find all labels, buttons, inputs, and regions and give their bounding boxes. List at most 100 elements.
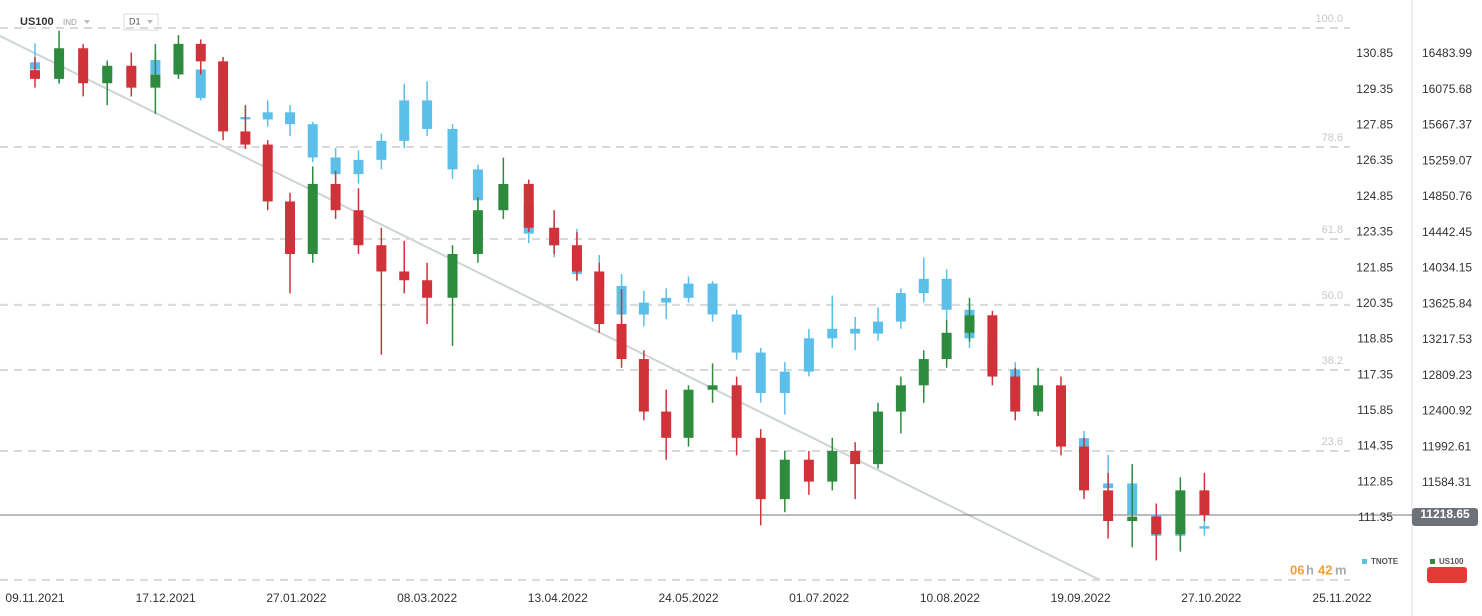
x-tick-label: 10.08.2022 — [920, 591, 980, 605]
interval[interactable]: D1 — [129, 16, 141, 26]
candle-body — [195, 69, 206, 99]
y-tick-label: 16075.68 — [1422, 82, 1472, 96]
candle-body — [472, 169, 483, 201]
candle-body — [1010, 376, 1021, 412]
fib-label: 23.6 — [1322, 436, 1343, 448]
candle-body — [941, 332, 952, 360]
candle-body — [827, 450, 838, 482]
timer-part: 42 — [1318, 562, 1332, 577]
y2-tick-label: 126.35 — [1356, 153, 1393, 167]
candle-body — [987, 315, 998, 377]
trend-line — [0, 35, 1101, 581]
last-price-label: 11218.65 — [1420, 507, 1470, 521]
y-tick-label: 15259.07 — [1422, 153, 1472, 167]
y2-tick-label: 118.85 — [1357, 332, 1393, 346]
candle-body — [422, 100, 433, 129]
candle-body — [376, 245, 387, 272]
y2-tick-label: 114.35 — [1357, 439, 1393, 453]
candle-body — [941, 278, 952, 310]
y2-tick-label: 112.85 — [1357, 474, 1393, 488]
candle-body — [661, 411, 672, 438]
x-tick-label: 19.09.2022 — [1051, 591, 1111, 605]
interval-box[interactable] — [123, 13, 159, 31]
timer-part: 06 — [1290, 562, 1304, 577]
x-tick-label: 17.12.2021 — [136, 591, 196, 605]
candle-body — [1103, 490, 1114, 522]
candle-body — [102, 65, 113, 84]
candle-body — [731, 385, 742, 438]
legend-swatch — [1430, 559, 1435, 564]
candle-body — [240, 131, 251, 145]
dropdown-icon[interactable] — [84, 20, 90, 24]
dropdown-icon[interactable] — [147, 20, 153, 24]
y2-tick-label: 120.35 — [1356, 296, 1393, 310]
x-tick-label: 08.03.2022 — [397, 591, 457, 605]
candle-body — [895, 385, 906, 412]
candle-body — [1055, 385, 1066, 447]
candle-body — [447, 253, 458, 298]
y-tick-label: 16483.99 — [1422, 46, 1472, 60]
candle-body — [755, 437, 766, 500]
y2-tick-label: 115.85 — [1357, 403, 1393, 417]
candle-body — [126, 65, 137, 88]
fib-label: 38.2 — [1322, 355, 1343, 367]
candle-body — [330, 157, 341, 175]
marks-layer — [30, 30, 1210, 561]
y2-tick-label: 129.35 — [1356, 82, 1393, 96]
timer-part: h — [1306, 562, 1314, 577]
candle-body — [262, 112, 273, 120]
timer-part: m — [1335, 562, 1347, 577]
candle-body — [661, 297, 672, 303]
candle-body — [707, 283, 718, 315]
candle-body — [376, 140, 387, 160]
candle-body — [964, 315, 975, 333]
candle-body — [638, 359, 649, 412]
y2-tick-label: 127.85 — [1356, 118, 1393, 132]
x-tick-label: 01.07.2022 — [789, 591, 849, 605]
candle-body — [1079, 446, 1090, 491]
x-tick-label: 09.11.2021 — [5, 591, 64, 605]
candle-body — [873, 321, 884, 334]
y-tick-label: 15667.37 — [1422, 118, 1472, 132]
y-tick-label: 11992.61 — [1422, 439, 1471, 453]
y-tick-label: 11584.31 — [1422, 475, 1471, 489]
candle-body — [683, 389, 694, 438]
x-tick-label: 13.04.2022 — [528, 591, 588, 605]
candle-body — [330, 183, 341, 211]
candle-body — [1127, 516, 1138, 522]
fib-label: 50.0 — [1322, 290, 1343, 302]
candle-body — [472, 210, 483, 254]
fib-label: 100.0 — [1315, 13, 1343, 25]
candle-body — [850, 328, 861, 334]
candle-body — [594, 271, 605, 325]
candle-body — [1199, 526, 1210, 529]
candle-body — [616, 324, 627, 360]
candle-body — [307, 124, 318, 158]
candle-body — [1033, 385, 1044, 412]
candle-body — [399, 271, 410, 281]
candle-body — [895, 293, 906, 322]
trade-button[interactable] — [1427, 567, 1467, 583]
y2-tick-label: 111.35 — [1358, 510, 1393, 524]
y2-tick-label: 117.35 — [1357, 367, 1393, 381]
y2-tick-label: 121.85 — [1356, 260, 1393, 274]
candle-body — [447, 128, 458, 170]
x-tick-label: 24.05.2022 — [658, 591, 718, 605]
candle-body — [873, 411, 884, 465]
legend-swatch — [1362, 559, 1367, 564]
candle-body — [150, 74, 161, 88]
candle-body — [195, 43, 206, 62]
candle-body — [827, 328, 838, 339]
y-tick-label: 14442.45 — [1422, 225, 1472, 239]
fib-label: 78.6 — [1322, 132, 1343, 144]
y-tick-label: 13217.53 — [1422, 332, 1472, 346]
candle-body — [218, 61, 229, 132]
candle-body — [78, 48, 89, 84]
y2-tick-label: 124.85 — [1356, 189, 1393, 203]
market: IND — [63, 18, 77, 27]
candle-body — [399, 100, 410, 141]
candle-body — [1199, 490, 1210, 515]
candle-body — [918, 278, 929, 294]
